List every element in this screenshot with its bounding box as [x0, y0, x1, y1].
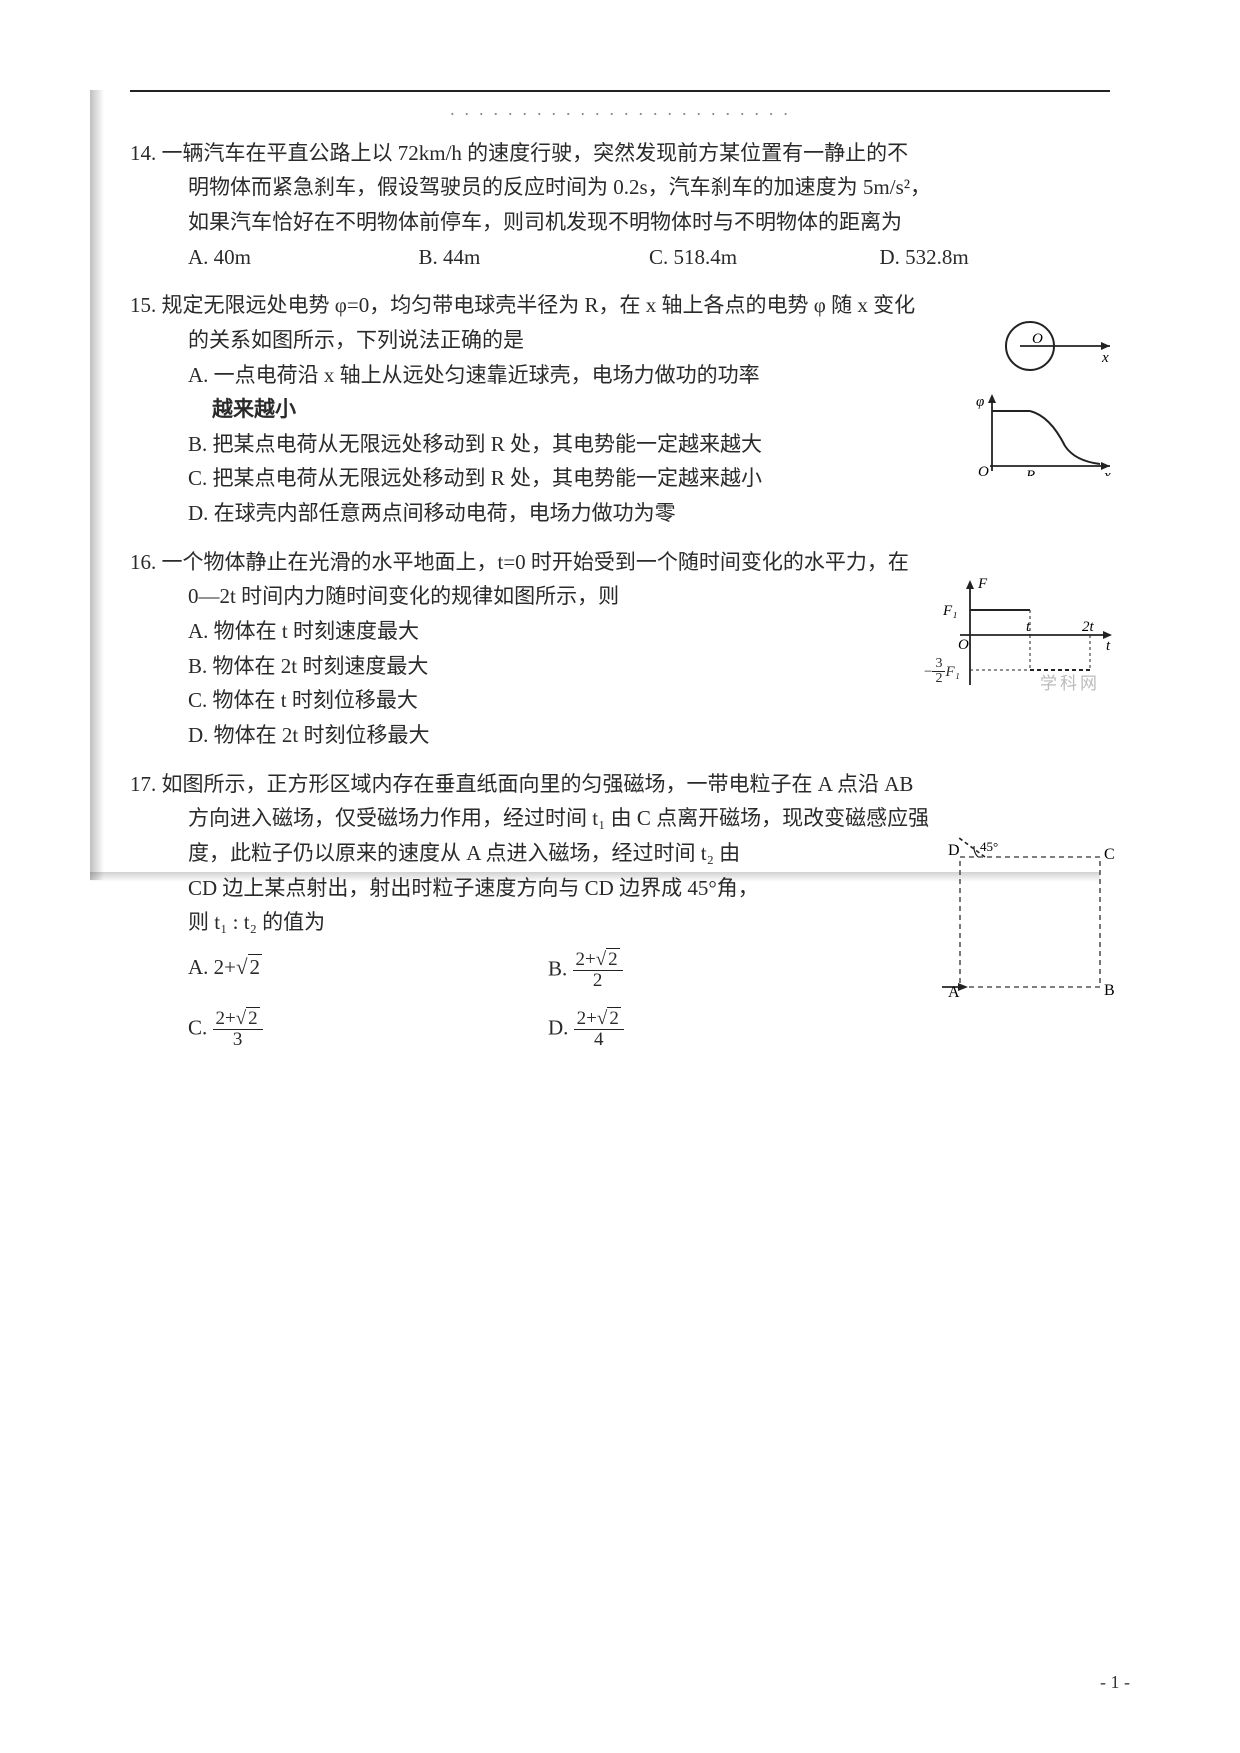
q17-number: 17. [130, 772, 156, 796]
q17-d-pre: D. [548, 1015, 574, 1039]
q17-opt-d: D. 2+ 24 [548, 1009, 848, 1050]
label-phi: φ [976, 394, 984, 410]
q17-c-den: 3 [213, 1030, 263, 1050]
label-d: D [948, 842, 960, 859]
q15-figure: O x φ O R x [970, 316, 1120, 487]
q17-d-den: 4 [574, 1030, 624, 1050]
q15-opt-d: D. 在球壳内部任意两点间移动电荷，电场力做功为零 [130, 496, 1110, 531]
neg-frac-n: 3 [932, 657, 945, 673]
q17-svg: D C A B 45° [930, 837, 1120, 1007]
q14-number: 14. [130, 141, 156, 165]
q17-d-num-a: 2+ [577, 1008, 597, 1029]
label-c: C [1104, 846, 1115, 863]
q15-svg: O x φ O R x [970, 316, 1120, 476]
q17-c-pre: C. [188, 1015, 213, 1039]
label-r: R [1025, 468, 1035, 476]
square-region [960, 857, 1100, 987]
neg-tail: F₁ [945, 660, 959, 685]
q15-line1: 规定无限远处电势 φ=0，均匀带电球壳半径为 R，在 x 轴上各点的电势 φ 随… [162, 293, 916, 317]
label-2t: 2t [1082, 619, 1095, 635]
question-15: 15. 规定无限远处电势 φ=0，均匀带电球壳半径为 R，在 x 轴上各点的电势… [130, 288, 1110, 530]
q17-a-pre: A. 2+ [188, 955, 236, 979]
neg-frac-d: 2 [932, 672, 945, 687]
arrow-icon [1101, 342, 1110, 350]
label-x-bot: x [1103, 468, 1111, 476]
q14-opt-b: B. 44m [419, 240, 650, 275]
q14-opt-c: C. 518.4m [649, 240, 880, 275]
faint-header-dots: · · · · · · · · · · · · · · · · · · · · … [130, 100, 1110, 130]
q14-opt-a: A. 40m [188, 240, 419, 275]
q17-opt-b: B. 2+22 [548, 950, 848, 991]
q17-b-num-a: 2+ [576, 949, 596, 970]
q15-opt-c: C. 把某点电荷从无限远处移动到 R 处，其电势能一定越来越小 [130, 461, 1110, 496]
q15-number: 15. [130, 293, 156, 317]
label-b: B [1104, 982, 1115, 999]
q17-c-sqrt: 2 [246, 1007, 260, 1029]
q17-line1: 如图所示，正方形区域内存在垂直纸面向里的匀强磁场，一带电粒子在 A 点沿 AB [162, 772, 914, 796]
q17-line2: 方向进入磁场，仅受磁场力作用，经过时间 t₁ 由 C 点离开磁场，现改变磁感应强 [130, 801, 1110, 836]
label-45: 45° [980, 839, 998, 854]
neg-f-label: − 3 2 F₁ [924, 657, 960, 687]
neg-sign: − [924, 660, 932, 685]
page-footer: - 1 - [1100, 1672, 1130, 1693]
q14-options: A. 40m B. 44m C. 518.4m D. 532.8m [130, 240, 1110, 275]
label-o: O [958, 637, 969, 653]
q17-opt-c: C. 2+ 23 [188, 1009, 548, 1050]
q17-c-num-a: 2+ [216, 1008, 236, 1029]
label-t-axis: t [1106, 638, 1111, 654]
arrow-icon-3 [988, 394, 996, 403]
q17-b-pre: B. [548, 956, 573, 980]
q17-figure: D C A B 45° [930, 837, 1120, 1018]
q15-opt-b: B. 把某点电荷从无限远处移动到 R 处，其电势能一定越来越大 [130, 427, 1110, 462]
label-o-top: O [1032, 331, 1043, 347]
label-f: F [977, 576, 988, 592]
label-o-bot: O [978, 464, 989, 476]
scan-shadow-left [90, 90, 104, 880]
question-17: 17. 如图所示，正方形区域内存在垂直纸面向里的匀强磁场，一带电粒子在 A 点沿… [130, 767, 1110, 1050]
q16-number: 16. [130, 550, 156, 574]
question-14: 14. 一辆汽车在平直公路上以 72km/h 的速度行驶，突然发现前方某位置有一… [130, 136, 1110, 275]
q14-line1: 一辆汽车在平直公路上以 72km/h 的速度行驶，突然发现前方某位置有一静止的不 [162, 141, 909, 165]
question-16: 16. 一个物体静止在光滑的水平地面上，t=0 时开始受到一个随时间变化的水平力… [130, 545, 1110, 753]
label-f1: F₁ [942, 603, 957, 619]
label-x-top: x [1101, 350, 1109, 366]
q15-opt-a2: 越来越小 [130, 392, 1110, 427]
q14-line2: 明物体而紧急刹车，假设驾驶员的反应时间为 0.2s，汽车刹车的加速度为 5m/s… [130, 170, 1110, 205]
q17-a-sqrt: 2 [248, 954, 263, 979]
q17-b-den: 2 [573, 971, 623, 991]
q17-b-sqrt: 2 [606, 948, 620, 970]
q15-opt-a1: A. 一点电荷沿 x 轴上从远处匀速靠近球壳，电场力做功的功率 [130, 358, 1110, 393]
label-t: t [1026, 619, 1031, 635]
q14-opt-d: D. 532.8m [880, 240, 1111, 275]
watermark-text: 学科网 [1040, 670, 1100, 698]
q17-opt-a: A. 2+ 2 [188, 950, 548, 991]
label-a: A [948, 984, 960, 1001]
q14-line3: 如果汽车恰好在不明物体前停车，则司机发现不明物体时与不明物体的距离为 [130, 205, 1110, 240]
exam-page: · · · · · · · · · · · · · · · · · · · · … [130, 90, 1110, 1064]
q15-line2: 的关系如图所示，下列说法正确的是 [130, 323, 1110, 358]
q16-opt-d: D. 物体在 2t 时刻位移最大 [130, 718, 1110, 753]
page-top-border [130, 90, 1110, 92]
q16-line1: 一个物体静止在光滑的水平地面上，t=0 时开始受到一个随时间变化的水平力，在 [162, 550, 909, 574]
q17-d-sqrt: 2 [607, 1007, 621, 1029]
curve-decay [1030, 411, 1100, 464]
arrow-icon-f [966, 580, 974, 589]
